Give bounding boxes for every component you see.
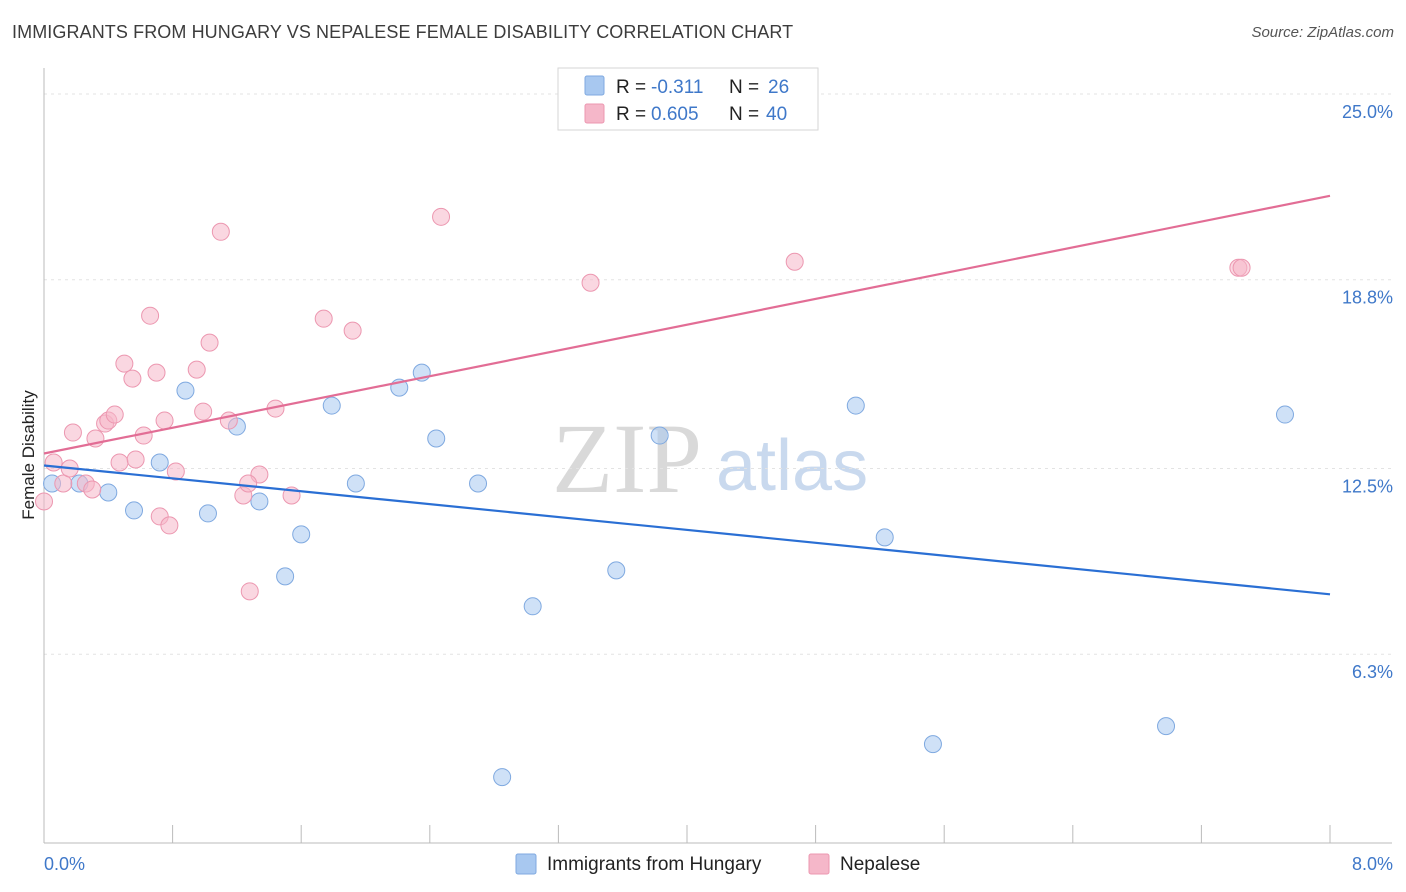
point-nepalese bbox=[432, 207, 451, 226]
point-hungary bbox=[250, 492, 269, 511]
legend-label-nepalese: Nepalese bbox=[840, 854, 920, 875]
point-hungary bbox=[292, 525, 311, 544]
stats-r-value-2: 0.605 bbox=[651, 104, 699, 125]
y-axis-label: Female Disability bbox=[19, 390, 38, 520]
watermark-atlas: atlas bbox=[716, 426, 868, 506]
point-nepalese bbox=[126, 450, 145, 469]
stats-n-value-1: 26 bbox=[768, 77, 789, 98]
point-hungary bbox=[469, 474, 488, 493]
point-nepalese bbox=[1232, 258, 1251, 277]
y-tick-label: 18.8% bbox=[1342, 288, 1393, 308]
point-hungary bbox=[923, 735, 942, 754]
point-hungary bbox=[322, 396, 341, 415]
point-nepalese bbox=[54, 474, 73, 493]
axes bbox=[43, 68, 1392, 844]
point-hungary bbox=[150, 453, 169, 472]
point-hungary bbox=[607, 561, 626, 580]
point-nepalese bbox=[160, 516, 179, 535]
point-nepalese bbox=[105, 405, 124, 424]
point-hungary bbox=[846, 396, 865, 415]
stats-r-value-1: -0.311 bbox=[651, 77, 703, 98]
point-hungary bbox=[176, 381, 195, 400]
point-nepalese bbox=[200, 333, 219, 352]
series-legend: Immigrants from Hungary Nepalese bbox=[515, 853, 920, 875]
y-tick-labels: 6.3% 12.5% 18.8% 25.0% bbox=[1342, 102, 1393, 682]
stats-n-label-1: N = bbox=[729, 77, 759, 98]
chart-title: IMMIGRANTS FROM HUNGARY VS NEPALESE FEMA… bbox=[12, 22, 794, 42]
y-tick-label: 6.3% bbox=[1352, 662, 1393, 682]
point-nepalese bbox=[314, 309, 333, 328]
point-nepalese bbox=[239, 474, 258, 493]
point-hungary bbox=[523, 597, 542, 616]
point-nepalese bbox=[83, 480, 102, 499]
watermark-zip: ZIP bbox=[552, 403, 702, 514]
point-nepalese bbox=[240, 582, 259, 601]
point-nepalese bbox=[166, 462, 185, 481]
trend-line-hungary bbox=[43, 464, 1331, 596]
y-tick-label: 25.0% bbox=[1342, 102, 1393, 122]
trend-lines bbox=[43, 194, 1331, 596]
point-hungary bbox=[198, 504, 217, 523]
x-tick-label: 8.0% bbox=[1352, 854, 1393, 874]
stats-n-value-2: 40 bbox=[766, 104, 787, 125]
point-hungary bbox=[276, 567, 295, 586]
trend-line-nepalese bbox=[43, 194, 1331, 455]
point-hungary bbox=[1157, 717, 1176, 736]
point-nepalese bbox=[785, 252, 804, 271]
x-tick-labels: 0.0% 8.0% bbox=[44, 854, 1393, 874]
point-nepalese bbox=[44, 453, 63, 472]
point-hungary bbox=[650, 426, 669, 445]
stats-r-label-1: R = bbox=[616, 77, 646, 98]
legend-swatch-nepalese bbox=[808, 853, 830, 875]
stats-n-label-2: N = bbox=[729, 104, 759, 125]
point-hungary bbox=[125, 501, 144, 520]
point-nepalese bbox=[123, 369, 142, 388]
stats-swatch-hungary bbox=[584, 75, 605, 96]
point-nepalese bbox=[194, 402, 213, 421]
point-nepalese bbox=[110, 453, 129, 472]
stats-swatch-nepalese bbox=[584, 103, 605, 124]
stats-legend: R = -0.311 N = 26 R = 0.605 N = 40 bbox=[557, 67, 819, 131]
point-hungary bbox=[875, 528, 894, 547]
stats-r-label-2: R = bbox=[616, 104, 646, 125]
gridlines bbox=[44, 93, 1392, 655]
point-nepalese bbox=[187, 360, 206, 379]
x-tick-label: 0.0% bbox=[44, 854, 85, 874]
legend-label-hungary: Immigrants from Hungary bbox=[547, 854, 762, 875]
point-nepalese bbox=[343, 321, 362, 340]
point-nepalese bbox=[147, 363, 166, 382]
point-hungary bbox=[1275, 405, 1294, 424]
point-nepalese bbox=[155, 411, 174, 430]
point-nepalese bbox=[581, 273, 600, 292]
point-nepalese bbox=[141, 306, 160, 325]
source-label: Source: ZipAtlas.com bbox=[1251, 24, 1394, 41]
point-nepalese bbox=[35, 492, 53, 511]
point-nepalese bbox=[115, 354, 134, 373]
y-tick-label: 12.5% bbox=[1342, 476, 1393, 496]
point-hungary bbox=[427, 429, 446, 448]
point-hungary bbox=[99, 483, 118, 502]
legend-swatch-hungary bbox=[515, 853, 537, 875]
point-nepalese bbox=[63, 423, 82, 442]
point-hungary bbox=[346, 474, 365, 493]
point-hungary bbox=[493, 768, 512, 787]
point-nepalese bbox=[211, 222, 230, 241]
